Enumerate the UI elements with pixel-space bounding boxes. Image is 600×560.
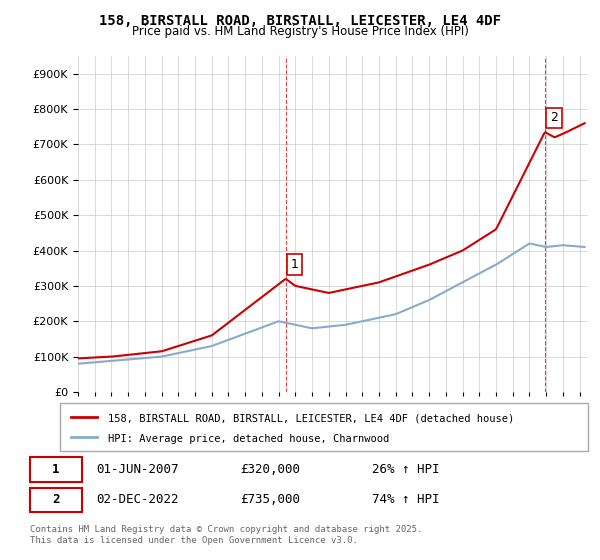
Text: HPI: Average price, detached house, Charnwood: HPI: Average price, detached house, Char… bbox=[107, 435, 389, 445]
Text: 26% ↑ HPI: 26% ↑ HPI bbox=[372, 463, 440, 476]
Text: 2: 2 bbox=[550, 111, 558, 124]
Text: £320,000: £320,000 bbox=[240, 463, 300, 476]
Text: Contains HM Land Registry data © Crown copyright and database right 2025.
This d: Contains HM Land Registry data © Crown c… bbox=[30, 525, 422, 545]
FancyBboxPatch shape bbox=[30, 458, 82, 482]
Text: 158, BIRSTALL ROAD, BIRSTALL, LEICESTER, LE4 4DF (detached house): 158, BIRSTALL ROAD, BIRSTALL, LEICESTER,… bbox=[107, 413, 514, 423]
Text: 74% ↑ HPI: 74% ↑ HPI bbox=[372, 493, 440, 506]
Text: £735,000: £735,000 bbox=[240, 493, 300, 506]
Text: Price paid vs. HM Land Registry's House Price Index (HPI): Price paid vs. HM Land Registry's House … bbox=[131, 25, 469, 38]
FancyBboxPatch shape bbox=[30, 488, 82, 512]
Text: 2: 2 bbox=[52, 493, 59, 506]
Text: 1: 1 bbox=[52, 463, 59, 476]
Text: 1: 1 bbox=[290, 258, 299, 271]
FancyBboxPatch shape bbox=[60, 403, 588, 451]
Text: 02-DEC-2022: 02-DEC-2022 bbox=[96, 493, 179, 506]
Text: 158, BIRSTALL ROAD, BIRSTALL, LEICESTER, LE4 4DF: 158, BIRSTALL ROAD, BIRSTALL, LEICESTER,… bbox=[99, 14, 501, 28]
Text: 01-JUN-2007: 01-JUN-2007 bbox=[96, 463, 179, 476]
